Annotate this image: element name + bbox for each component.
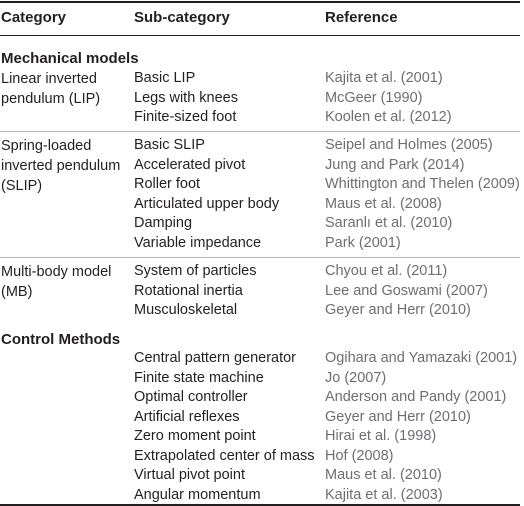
subcategory-cell: System of particles xyxy=(134,263,257,279)
reference-cell: Whittington and Thelen (2009) xyxy=(325,176,520,192)
reference-cell: Anderson and Pandy (2001) xyxy=(325,389,507,405)
subcategory-cell: Finite-sized foot xyxy=(134,109,237,125)
reference-cell: Chyou et al. (2011) xyxy=(325,263,448,279)
reference-cell: Kajita et al. (2003) xyxy=(325,486,443,503)
subcategory-cell: Zero moment point xyxy=(134,428,256,444)
subcategory-cell: Rotational inertia xyxy=(134,282,243,299)
category-mb: Multi-body model (MB) xyxy=(1,262,131,302)
top-rule xyxy=(0,1,520,3)
subcategory-cell: Finite state machine xyxy=(134,369,264,386)
section-mechanical-models: Mechanical models xyxy=(1,50,139,67)
reference-cell: Jung and Park (2014) xyxy=(325,156,465,173)
reference-cell: McGeer (1990) xyxy=(325,89,423,106)
subcategory-cell: Variable impedance xyxy=(134,234,262,251)
subcategory-list: Basic LIP Legs with knees Finite-sized f… xyxy=(134,69,238,128)
subcategory-cell: Central pattern generator xyxy=(134,350,297,366)
subcategory-list: System of particles Rotational inertia M… xyxy=(134,262,257,321)
subcategory-cell: Angular momentum xyxy=(134,486,261,503)
reference-cell: Park (2001) xyxy=(325,234,401,251)
reference-cell: Hof (2008) xyxy=(325,447,394,464)
reference-list: Ogihara and Yamazaki (2001) Jo (2007) An… xyxy=(325,349,517,505)
reference-cell: Maus et al. (2008) xyxy=(325,195,442,212)
subcategory-list: Basic SLIP Accelerated pivot Roller foot… xyxy=(134,136,279,253)
reference-list: Chyou et al. (2011) Lee and Goswami (200… xyxy=(325,262,488,321)
category-line: pendulum (LIP) xyxy=(1,91,101,107)
category-line: Multi-body model xyxy=(1,264,112,280)
category-lip: Linear inverted pendulum (LIP) xyxy=(1,69,131,109)
subcategory-cell: Basic LIP xyxy=(134,70,196,86)
reference-list: Seipel and Holmes (2005) Jung and Park (… xyxy=(325,136,520,253)
reference-cell: Jo (2007) xyxy=(325,369,387,386)
header-reference: Reference xyxy=(325,9,398,26)
subcategory-cell: Virtual pivot point xyxy=(134,467,245,483)
category-line: inverted pendulum xyxy=(1,158,121,174)
subcategory-cell: Optimal controller xyxy=(134,389,248,405)
subcategory-cell: Basic SLIP xyxy=(134,137,205,153)
reference-cell: Maus et al. (2010) xyxy=(325,467,442,483)
header-category: Category xyxy=(1,9,67,26)
reference-list: Kajita et al. (2001) McGeer (1990) Koole… xyxy=(325,69,452,128)
category-line: Linear inverted xyxy=(1,71,97,87)
category-line: (SLIP) xyxy=(1,178,43,194)
reference-cell: Lee and Goswami (2007) xyxy=(325,282,488,299)
subcategory-cell: Accelerated pivot xyxy=(134,156,246,173)
subcategory-cell: Musculoskeletal xyxy=(134,302,238,318)
reference-cell: Ogihara and Yamazaki (2001) xyxy=(325,350,518,366)
reference-cell: Kajita et al. (2001) xyxy=(325,70,443,86)
subcategory-cell: Artificial reflexes xyxy=(134,408,240,425)
group-divider xyxy=(0,131,520,132)
subcategory-cell: Roller foot xyxy=(134,176,201,192)
subcategory-cell: Damping xyxy=(134,215,193,231)
subcategory-cell: Articulated upper body xyxy=(134,195,280,212)
reference-cell: Seipel and Holmes (2005) xyxy=(325,137,493,153)
subcategory-list: Central pattern generator Finite state m… xyxy=(134,349,315,505)
category-slip: Spring-loaded inverted pendulum (SLIP) xyxy=(1,136,131,196)
category-line: (MB) xyxy=(1,284,33,300)
section-control-methods: Control Methods xyxy=(1,331,121,348)
subcategory-cell: Extrapolated center of mass xyxy=(134,447,315,464)
header-rule xyxy=(0,35,520,36)
reference-cell: Geyer and Herr (2010) xyxy=(325,302,471,318)
reference-cell: Saranlı et al. (2010) xyxy=(325,215,453,231)
reference-cell: Hirai et al. (1998) xyxy=(325,428,437,444)
subcategory-cell: Legs with knees xyxy=(134,89,238,106)
group-divider xyxy=(0,257,520,258)
reference-cell: Koolen et al. (2012) xyxy=(325,109,452,125)
header-subcategory: Sub-category xyxy=(134,9,230,26)
category-line: Spring-loaded xyxy=(1,138,92,154)
reference-cell: Geyer and Herr (2010) xyxy=(325,408,471,425)
